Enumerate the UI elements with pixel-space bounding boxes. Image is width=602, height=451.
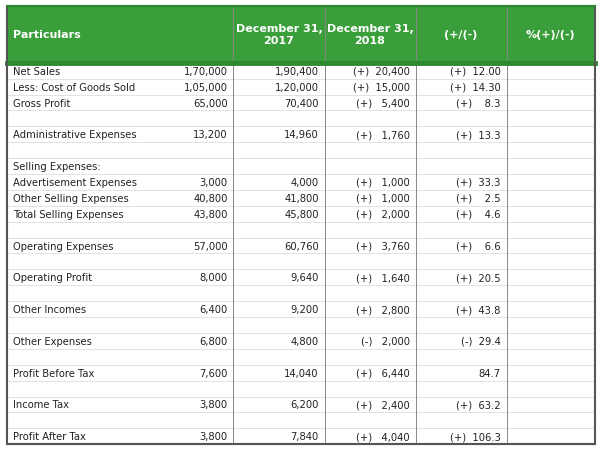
Text: Selling Expenses:: Selling Expenses: bbox=[13, 162, 101, 172]
Text: (-)   2,000: (-) 2,000 bbox=[361, 336, 410, 346]
Text: 57,000: 57,000 bbox=[193, 241, 228, 251]
Text: 70,400: 70,400 bbox=[284, 98, 318, 108]
Text: 45,800: 45,800 bbox=[284, 209, 318, 219]
Text: (+)   1,000: (+) 1,000 bbox=[356, 178, 410, 188]
Text: (+/(-): (+/(-) bbox=[444, 30, 478, 40]
Text: (+)   2,000: (+) 2,000 bbox=[356, 209, 410, 219]
Text: 6,400: 6,400 bbox=[199, 304, 228, 314]
Text: December 31,
2017: December 31, 2017 bbox=[235, 24, 322, 46]
Text: 7,600: 7,600 bbox=[199, 368, 228, 378]
Text: 9,200: 9,200 bbox=[290, 304, 318, 314]
Text: Income Tax: Income Tax bbox=[13, 400, 69, 410]
Text: (+)  12.00: (+) 12.00 bbox=[450, 67, 501, 77]
Text: 6,800: 6,800 bbox=[199, 336, 228, 346]
Text: Profit After Tax: Profit After Tax bbox=[13, 431, 86, 441]
Text: (+)  43.8: (+) 43.8 bbox=[456, 304, 501, 314]
Text: 3,800: 3,800 bbox=[199, 431, 228, 441]
Text: (+)  14.30: (+) 14.30 bbox=[450, 83, 501, 92]
Text: Less: Cost of Goods Sold: Less: Cost of Goods Sold bbox=[13, 83, 135, 92]
Text: (+)  15,000: (+) 15,000 bbox=[353, 83, 410, 92]
Text: 65,000: 65,000 bbox=[193, 98, 228, 108]
Text: (+)   1,640: (+) 1,640 bbox=[356, 273, 410, 283]
Text: (+)    6.6: (+) 6.6 bbox=[456, 241, 501, 251]
Text: 14,040: 14,040 bbox=[284, 368, 318, 378]
Bar bbox=[7, 7, 595, 64]
Text: (+)    4.6: (+) 4.6 bbox=[456, 209, 501, 219]
Text: (+)    2.5: (+) 2.5 bbox=[456, 193, 501, 203]
Text: (+)   2,400: (+) 2,400 bbox=[356, 400, 410, 410]
Text: Other Expenses: Other Expenses bbox=[13, 336, 92, 346]
Text: 14,960: 14,960 bbox=[284, 130, 318, 140]
Text: (+)  33.3: (+) 33.3 bbox=[456, 178, 501, 188]
Text: (+)   5,400: (+) 5,400 bbox=[356, 98, 410, 108]
Text: (-)  29.4: (-) 29.4 bbox=[461, 336, 501, 346]
Text: 4,000: 4,000 bbox=[291, 178, 318, 188]
Text: (+)  106.3: (+) 106.3 bbox=[450, 431, 501, 441]
Text: (+)  20,400: (+) 20,400 bbox=[353, 67, 410, 77]
Text: Administrative Expenses: Administrative Expenses bbox=[13, 130, 137, 140]
Text: 3,800: 3,800 bbox=[199, 400, 228, 410]
Text: 41,800: 41,800 bbox=[284, 193, 318, 203]
Text: Net Sales: Net Sales bbox=[13, 67, 60, 77]
Text: %(+)/(-): %(+)/(-) bbox=[526, 30, 576, 40]
Text: (+)    8.3: (+) 8.3 bbox=[456, 98, 501, 108]
Text: Advertisement Expenses: Advertisement Expenses bbox=[13, 178, 137, 188]
Text: 6,200: 6,200 bbox=[290, 400, 318, 410]
Text: 3,000: 3,000 bbox=[199, 178, 228, 188]
Text: 13,200: 13,200 bbox=[193, 130, 228, 140]
Text: (+)   1,000: (+) 1,000 bbox=[356, 193, 410, 203]
Text: 84.7: 84.7 bbox=[479, 368, 501, 378]
Bar bbox=[7, 64, 595, 444]
Text: Particulars: Particulars bbox=[13, 30, 81, 40]
Text: 1,20,000: 1,20,000 bbox=[275, 83, 318, 92]
Text: 9,640: 9,640 bbox=[290, 273, 318, 283]
Text: 1,90,400: 1,90,400 bbox=[275, 67, 318, 77]
Text: 40,800: 40,800 bbox=[193, 193, 228, 203]
Text: (+)   2,800: (+) 2,800 bbox=[356, 304, 410, 314]
Text: (+)   6,440: (+) 6,440 bbox=[356, 368, 410, 378]
Text: Operating Expenses: Operating Expenses bbox=[13, 241, 114, 251]
Text: (+)   1,760: (+) 1,760 bbox=[356, 130, 410, 140]
Text: Other Selling Expenses: Other Selling Expenses bbox=[13, 193, 129, 203]
Text: (+)  13.3: (+) 13.3 bbox=[456, 130, 501, 140]
Text: Operating Profit: Operating Profit bbox=[13, 273, 92, 283]
Text: 60,760: 60,760 bbox=[284, 241, 318, 251]
Text: 4,800: 4,800 bbox=[291, 336, 318, 346]
Text: Other Incomes: Other Incomes bbox=[13, 304, 86, 314]
Text: (+)  20.5: (+) 20.5 bbox=[456, 273, 501, 283]
Text: Total Selling Expenses: Total Selling Expenses bbox=[13, 209, 124, 219]
Text: Profit Before Tax: Profit Before Tax bbox=[13, 368, 95, 378]
Text: 8,000: 8,000 bbox=[199, 273, 228, 283]
Text: December 31,
2018: December 31, 2018 bbox=[327, 24, 414, 46]
Text: (+)  63.2: (+) 63.2 bbox=[456, 400, 501, 410]
Text: Gross Profit: Gross Profit bbox=[13, 98, 70, 108]
Text: 1,05,000: 1,05,000 bbox=[184, 83, 228, 92]
Text: (+)   3,760: (+) 3,760 bbox=[356, 241, 410, 251]
Text: 1,70,000: 1,70,000 bbox=[184, 67, 228, 77]
Text: (+)   4,040: (+) 4,040 bbox=[356, 431, 410, 441]
Text: 7,840: 7,840 bbox=[290, 431, 318, 441]
Text: 43,800: 43,800 bbox=[193, 209, 228, 219]
